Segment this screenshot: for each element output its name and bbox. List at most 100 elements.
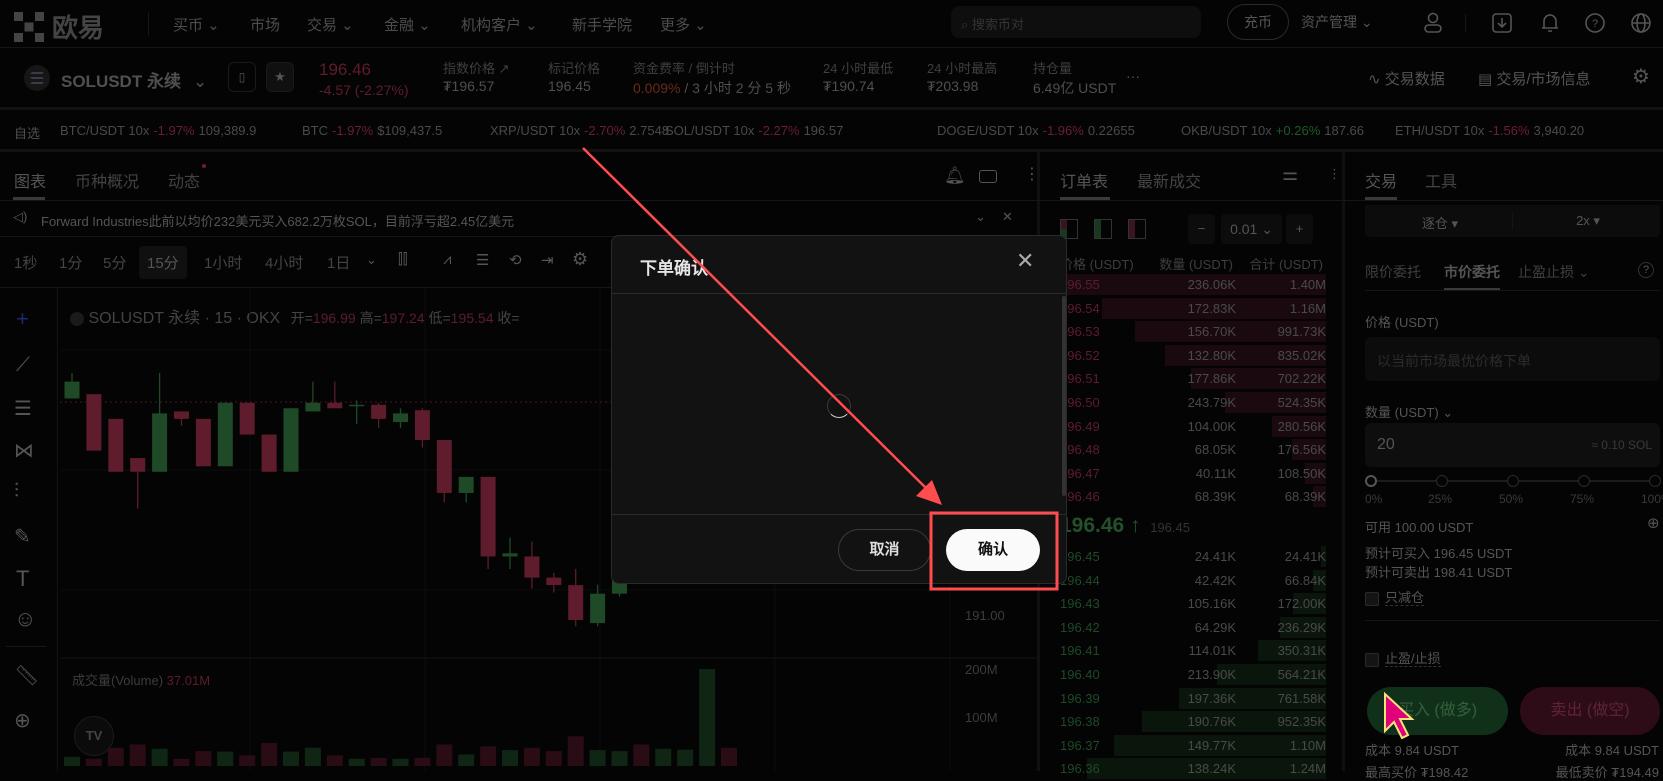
watchlist-item[interactable]: ETH/USDT 10x -1.56% 3,940.20 (1395, 123, 1585, 138)
bid-row[interactable]: 196.43 105.16K 172.00K (1040, 592, 1340, 615)
zoom-in-icon[interactable]: ⊕ (14, 710, 31, 732)
timeframe-1秒[interactable]: 1秒 (14, 255, 38, 272)
ask-row[interactable]: 196.54 172.83K 1.16M (1040, 297, 1340, 320)
tab-trade[interactable]: 交易 (1365, 174, 1398, 191)
price-alert-icon[interactable]: 🔔︎ (944, 166, 966, 185)
nav-item[interactable]: 更多 ⌄ (660, 17, 707, 34)
favorite-star-icon[interactable]: ★ (266, 62, 294, 92)
tradingview-logo[interactable]: TV (74, 716, 114, 756)
buy-long-button[interactable]: 买入 (做多) (1367, 687, 1508, 735)
nav-item[interactable]: 买币 ⌄ (173, 17, 220, 34)
bid-row[interactable]: 196.36 138.24K 1.24M (1040, 757, 1340, 780)
timeframe-1分[interactable]: 1分 (59, 255, 83, 272)
search-input[interactable]: ⌕ 搜索币对 (951, 6, 1201, 38)
timeframe-1小时[interactable]: 1小时 (204, 255, 243, 272)
reduce-only-checkbox[interactable]: 只减仓 (1365, 587, 1425, 606)
ask-row[interactable]: 196.52 132.80K 835.02K (1040, 344, 1340, 367)
chevron-down-icon[interactable]: ⌄ (366, 252, 377, 267)
view-bids-icon[interactable] (1094, 219, 1112, 239)
close-icon[interactable]: ✕ (1016, 248, 1035, 273)
download-icon[interactable] (1490, 10, 1514, 36)
watchlist-item[interactable]: BTC -1.97% $109,437.5 (302, 123, 443, 138)
slider-stop[interactable] (1365, 475, 1377, 487)
nav-item[interactable]: 金融 ⌄ (384, 17, 431, 34)
timeframe-4小时[interactable]: 4小时 (265, 255, 304, 272)
ask-row[interactable]: 196.48 68.05K 176.56K (1040, 438, 1340, 461)
more-vertical-icon[interactable]: ⋮ (1024, 166, 1040, 183)
leverage-select[interactable]: 2x ▾ (1576, 213, 1600, 228)
ask-row[interactable]: 196.46 68.39K 68.39K (1040, 485, 1340, 508)
ask-row[interactable]: 196.47 40.11K 108.50K (1040, 462, 1340, 485)
bid-row[interactable]: 196.38 190.76K 952.35K (1040, 710, 1340, 733)
tab-latest-trades[interactable]: 最新成交 (1137, 174, 1202, 191)
settings-gear-icon[interactable]: ⚙ (1632, 66, 1650, 88)
trade-data-button[interactable]: ∿ 交易数据 (1368, 71, 1445, 88)
asset-management-menu[interactable]: 资产管理 ⌄ (1301, 14, 1373, 30)
ruler-icon[interactable]: 📏︎ (14, 665, 40, 687)
filter-sliders-icon[interactable]: ⚌ (1282, 164, 1299, 184)
add-funds-icon[interactable]: ⊕ (1647, 515, 1660, 532)
tab-orderbook[interactable]: 订单表 (1060, 174, 1109, 191)
bid-row[interactable]: 196.41 114.01K 350.31K (1040, 639, 1340, 662)
watchlist-item[interactable]: BTC/USDT 10x -1.97% 109,389.9 (60, 123, 257, 138)
view-asks-icon[interactable] (1128, 219, 1146, 239)
bid-row[interactable]: 196.45 24.41K 24.41K (1040, 545, 1340, 568)
crosshair-icon[interactable]: + (16, 306, 29, 331)
slider-stop[interactable] (1436, 475, 1448, 487)
timeframe-5分[interactable]: 5分 (103, 255, 127, 272)
more-stats[interactable]: ··· (1126, 68, 1140, 84)
slider-stop[interactable] (1578, 475, 1590, 487)
confirm-button[interactable]: 确认 (946, 529, 1040, 571)
margin-mode-select[interactable]: 逐仓 ▾ (1421, 216, 1459, 231)
bell-icon[interactable] (1538, 10, 1562, 36)
layout-icon[interactable]: ☰ (476, 252, 490, 269)
symbol-selector[interactable]: SOLUSDT 永续 ⌄ (61, 72, 208, 91)
brush-icon[interactable]: ✎ (14, 526, 31, 548)
okx-logo[interactable]: 欧易 (14, 8, 104, 45)
template-icon[interactable]: ⇥ (541, 252, 554, 269)
order-tab-0[interactable]: 限价委托 (1365, 264, 1421, 280)
globe-icon[interactable] (1629, 10, 1653, 36)
text-tool-icon[interactable]: T (16, 566, 30, 591)
watchlist-item[interactable]: XRP/USDT 10x -2.70% 2.7548 (490, 123, 670, 138)
user-icon[interactable] (1421, 10, 1445, 36)
bid-row[interactable]: 196.40 213.90K 564.21K (1040, 663, 1340, 686)
pattern-icon[interactable]: ⋈ (14, 440, 34, 462)
sell-short-button[interactable]: 卖出 (做空) (1520, 687, 1660, 735)
dialog-scrollbar[interactable] (1062, 296, 1066, 496)
deposit-button[interactable]: 充币 (1227, 4, 1289, 40)
news-banner[interactable]: ◁) Forward Industries此前以均价232美元买入682.2万枚… (0, 200, 1040, 237)
indicators-icon[interactable]: ⩘ (443, 251, 452, 268)
ask-row[interactable]: 196.51 177.86K 702.22K (1040, 367, 1340, 390)
ask-row[interactable]: 196.50 243.79K 524.35K (1040, 391, 1340, 414)
watchlist-item[interactable]: SOL/USDT 10x -2.27% 196.57 (665, 123, 844, 138)
nav-item[interactable]: 新手学院 (572, 17, 633, 34)
tab-chart-0[interactable]: 图表 (14, 174, 47, 191)
chevron-down-icon[interactable]: ⌄ (975, 209, 986, 224)
nav-item[interactable]: 机构客户 ⌄ (461, 17, 538, 34)
timeframe-15分[interactable]: 15分 (139, 246, 187, 279)
order-tab-1[interactable]: 市价委托 (1444, 264, 1500, 280)
help-icon[interactable]: ? (1583, 10, 1607, 36)
quantity-slider[interactable] (1365, 474, 1661, 488)
price-input[interactable]: 以当前市场最优价格下单 (1365, 337, 1660, 381)
tick-size-select[interactable]: 0.01 ⌄ (1221, 214, 1282, 244)
watchlist-item[interactable]: OKB/USDT 10x +0.26% 187.66 (1181, 123, 1365, 138)
tab-chart-2[interactable]: 动态 (168, 174, 201, 191)
slider-stop[interactable] (1507, 475, 1519, 487)
news-text[interactable]: Forward Industries此前以均价232美元买入682.2万枚SOL… (41, 214, 515, 229)
stat-label[interactable]: 资金费率 / 倒计时 (633, 61, 735, 76)
cancel-button[interactable]: 取消 (838, 529, 931, 571)
tab-tools[interactable]: 工具 (1425, 174, 1458, 191)
bid-row[interactable]: 196.39 197.36K 761.58K (1040, 687, 1340, 710)
more-vertical-icon[interactable]: ⋮ (1328, 166, 1341, 181)
nav-item[interactable]: 市场 (250, 17, 281, 34)
ask-row[interactable]: 196.53 156.70K 991.73K (1040, 320, 1340, 343)
fullscreen-icon[interactable] (979, 170, 997, 183)
quantity-input[interactable]: 20 ≈ 0.10 SOL (1365, 423, 1660, 467)
tick-increase-button[interactable]: + (1286, 214, 1313, 244)
close-news-icon[interactable]: ✕ (1002, 209, 1013, 224)
view-both-icon[interactable] (1060, 219, 1078, 239)
ask-row[interactable]: 196.55 236.06K 1.40M (1040, 273, 1340, 296)
trendline-icon[interactable]: ⟋ (16, 354, 30, 376)
